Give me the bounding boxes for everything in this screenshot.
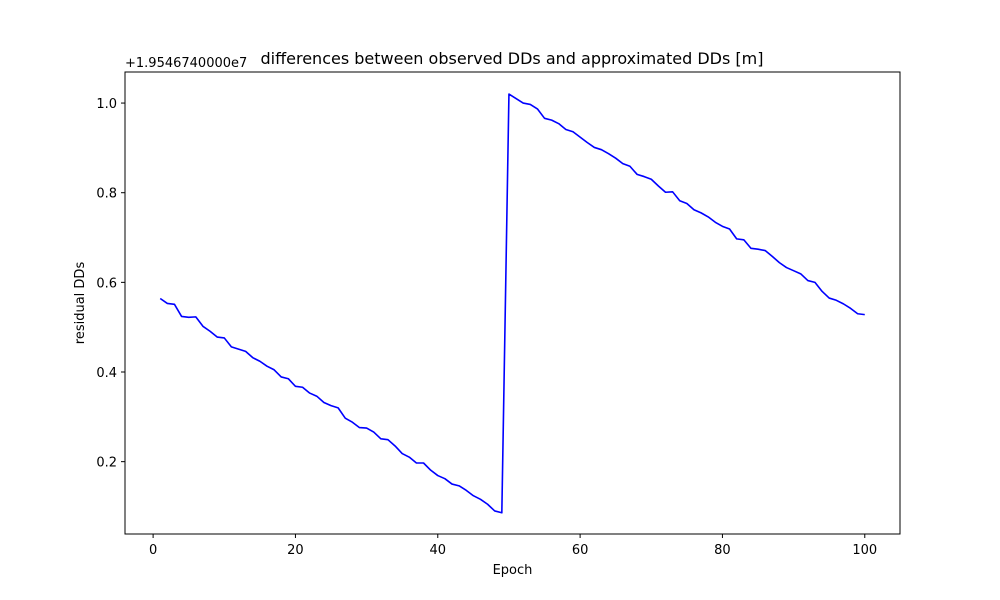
x-tick-label: 0 xyxy=(149,543,157,558)
y-axis-offset-label: +1.9546740000e7 xyxy=(125,56,247,71)
x-tick-label: 20 xyxy=(287,543,304,558)
y-axis-label: residual DDs xyxy=(73,262,88,345)
plot-area xyxy=(159,93,865,514)
x-axis-ticks: 0 20 40 60 80 100 xyxy=(149,534,877,558)
x-tick-label: 60 xyxy=(572,543,589,558)
x-tick-label: 80 xyxy=(714,543,731,558)
x-tick-label: 40 xyxy=(430,543,447,558)
y-tick-label: 0.8 xyxy=(96,187,117,202)
series-line-0 xyxy=(159,93,865,514)
chart-title: differences between observed DDs and app… xyxy=(261,49,764,68)
y-tick-label: 0.2 xyxy=(96,456,117,471)
y-tick-label: 1.0 xyxy=(96,97,117,112)
axes-frame xyxy=(124,71,901,535)
x-tick-label: 100 xyxy=(852,543,877,558)
x-axis-label: Epoch xyxy=(493,563,533,578)
y-tick-label: 0.6 xyxy=(96,276,117,291)
y-tick-label: 0.4 xyxy=(96,366,117,381)
y-axis-ticks: 0.2 0.4 0.6 0.8 1.0 xyxy=(96,97,125,471)
